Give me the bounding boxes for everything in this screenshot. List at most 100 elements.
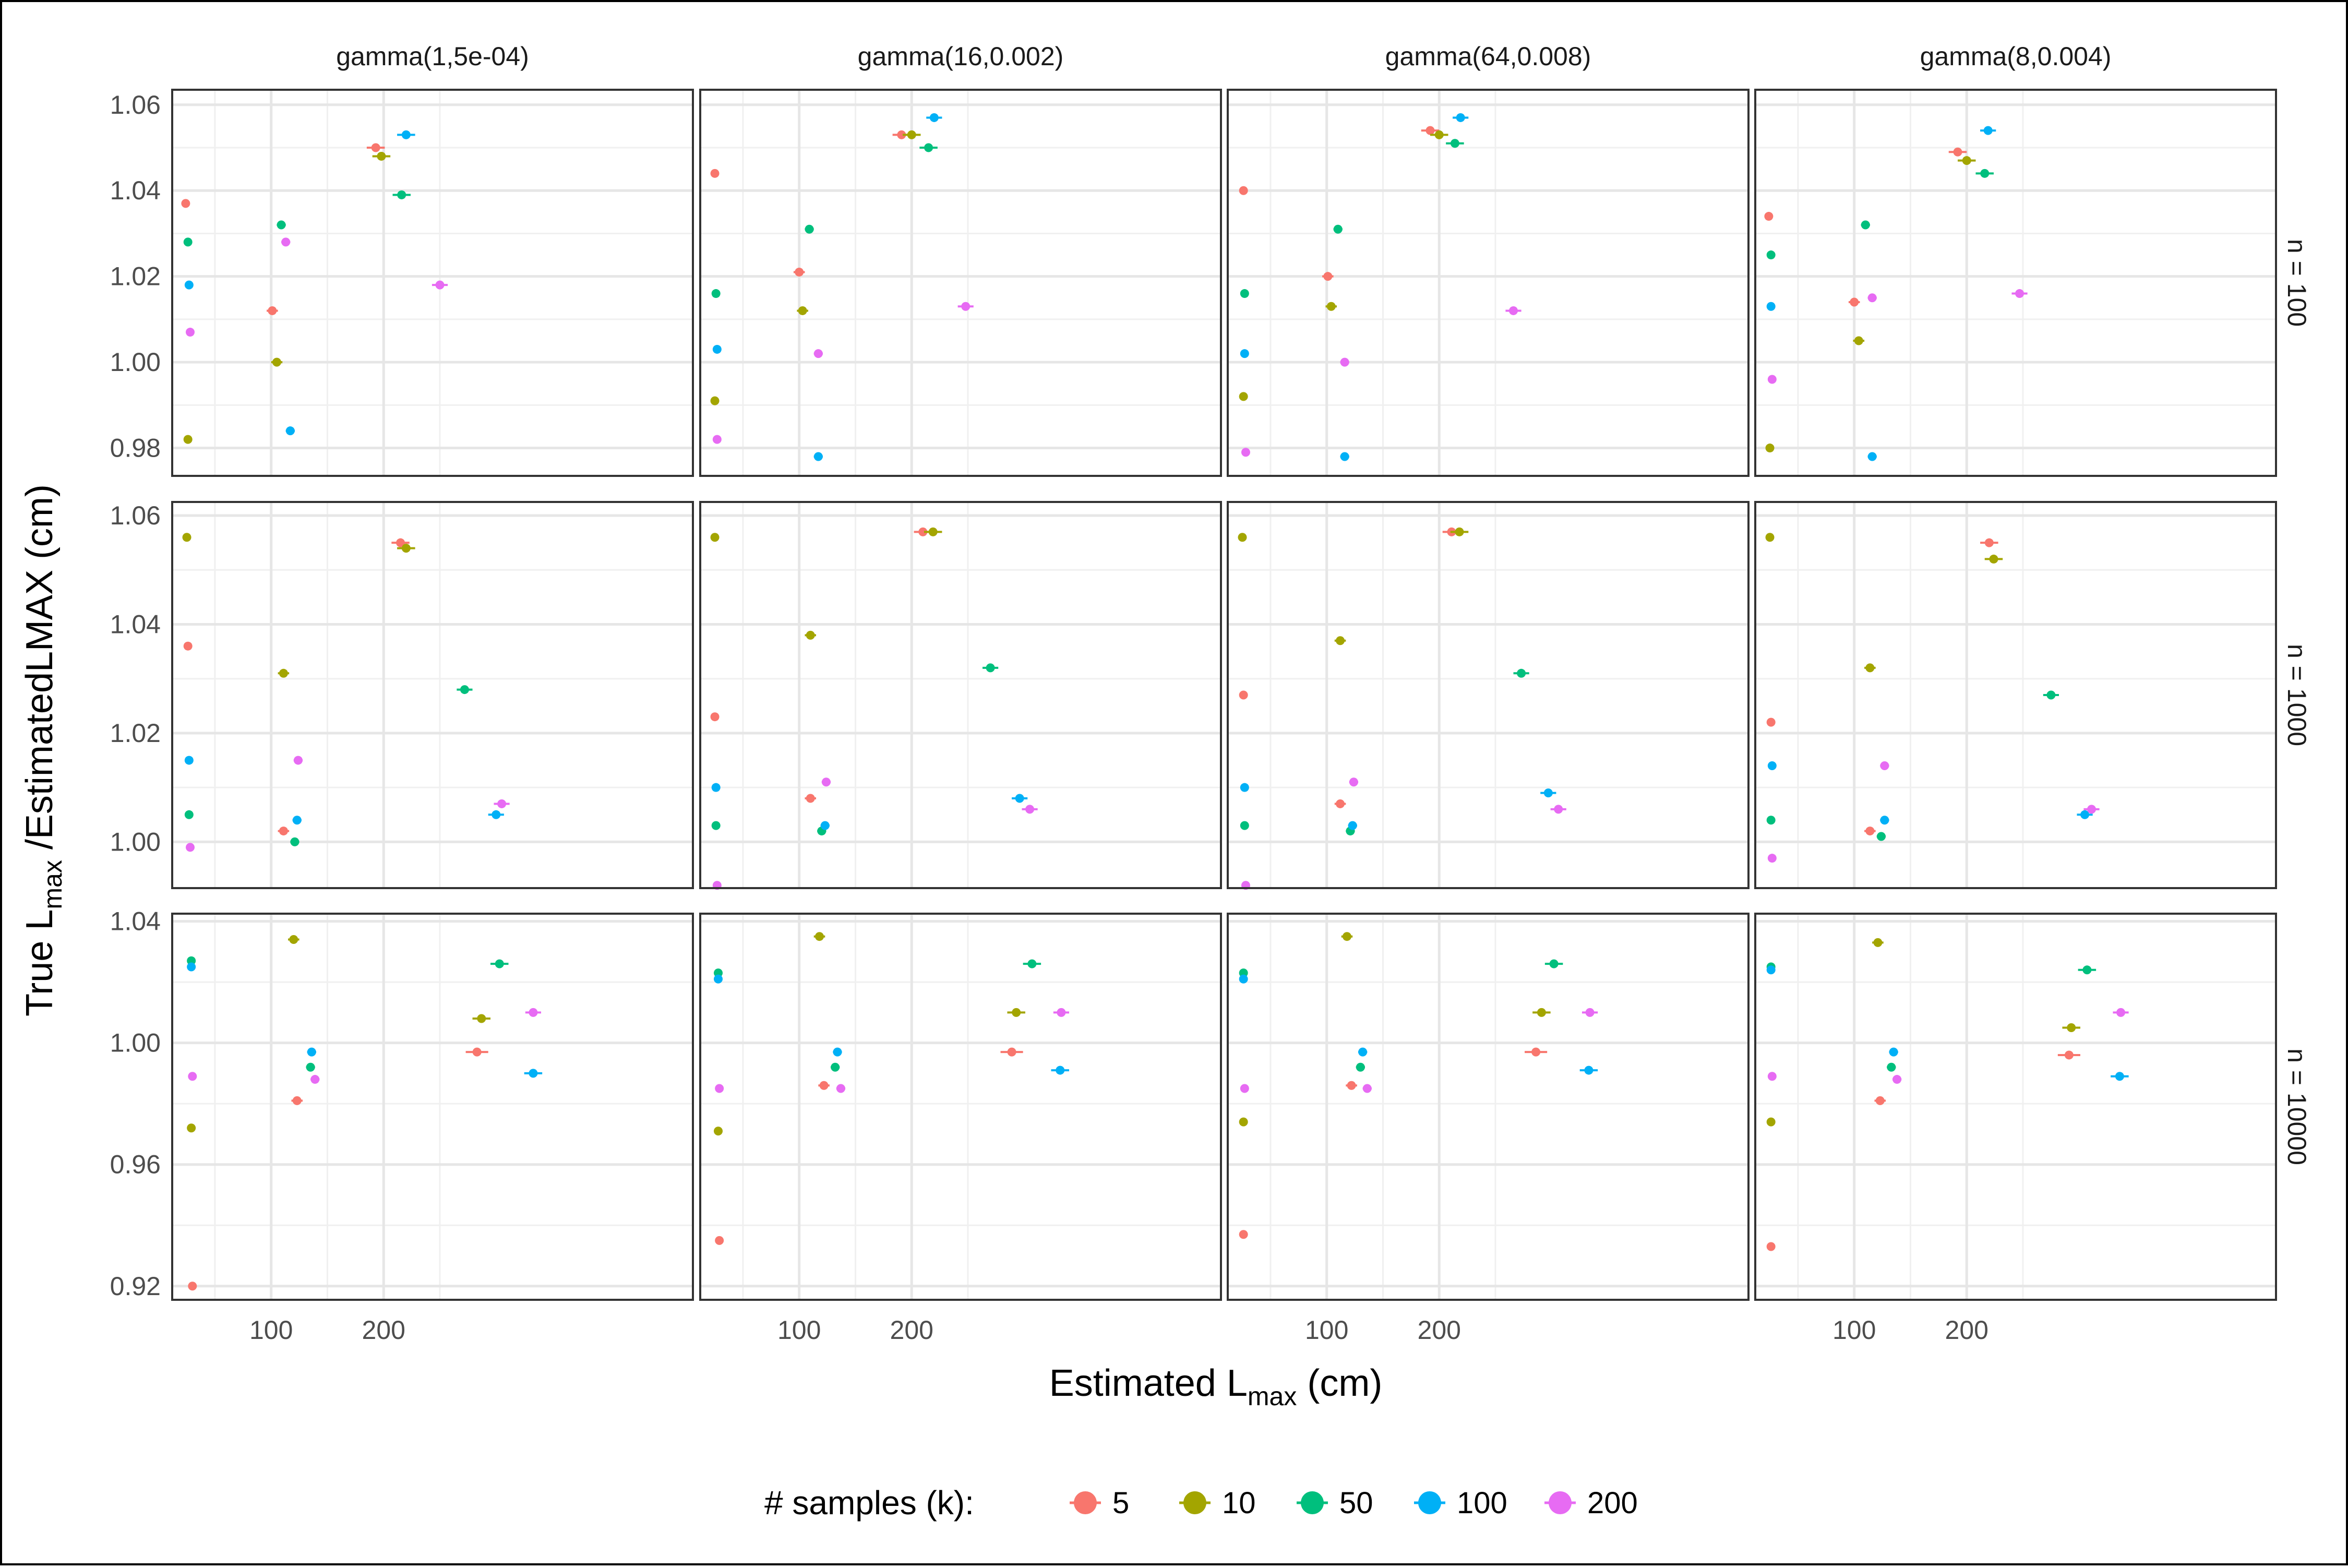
data-point <box>2080 810 2090 819</box>
data-point <box>710 533 720 542</box>
data-point <box>377 151 386 161</box>
data-point <box>188 1072 197 1081</box>
data-point <box>1240 289 1249 298</box>
strip-layer: gamma(1,5e-04) gamma(16,0.002) gamma(64,0.… <box>336 42 2311 1165</box>
data-point <box>1356 1062 1365 1072</box>
x-tick-label: 200 <box>362 1315 405 1345</box>
y-tick-label: 1.00 <box>110 827 161 856</box>
facet-panel <box>1754 913 2277 1301</box>
panel-border <box>1227 89 1750 477</box>
panel-border <box>1227 501 1750 889</box>
facet-panel <box>1754 501 2277 889</box>
data-point <box>2115 1072 2124 1081</box>
data-point <box>1767 761 1777 770</box>
data-point <box>1240 349 1249 358</box>
data-point <box>1880 761 1889 770</box>
data-point <box>1889 1047 1898 1057</box>
data-point <box>371 143 380 152</box>
data-point <box>1241 448 1250 457</box>
data-point <box>188 1282 197 1291</box>
data-point <box>831 1062 840 1072</box>
panel-background <box>1228 502 1748 888</box>
data-point <box>1450 139 1459 148</box>
data-point <box>1333 224 1343 234</box>
panel-border <box>1227 913 1750 1301</box>
data-point <box>1336 636 1345 645</box>
data-point <box>897 130 906 139</box>
data-point <box>1962 156 1971 165</box>
x-tick-label: 200 <box>890 1315 933 1345</box>
data-point <box>2046 690 2056 700</box>
data-point <box>712 344 722 354</box>
data-point <box>712 435 722 444</box>
legend-item-label: 50 <box>1339 1486 1373 1520</box>
data-point <box>1456 113 1465 122</box>
data-point <box>1887 1062 1896 1072</box>
data-point <box>713 1127 723 1136</box>
data-point <box>1549 959 1559 968</box>
legend-item-label: 100 <box>1457 1486 1507 1520</box>
panel-border <box>699 89 1222 477</box>
data-point <box>292 1096 302 1105</box>
data-point <box>401 544 411 553</box>
data-point <box>1766 1117 1776 1127</box>
data-point <box>1953 147 1962 157</box>
x-tick-label: 100 <box>249 1315 293 1345</box>
data-point <box>293 756 303 765</box>
panel-border <box>171 501 694 889</box>
panel-background <box>172 914 693 1300</box>
data-point <box>1980 169 1990 178</box>
data-point <box>1239 392 1248 401</box>
data-point <box>1766 816 1776 825</box>
data-point <box>1554 805 1563 814</box>
data-point <box>495 959 504 968</box>
data-point <box>1323 272 1333 281</box>
axis-layer: 100 200 100 200 100 200 100 200 0.98 1.00 1.02 1.04… <box>110 90 1988 1345</box>
data-point <box>1239 968 1248 978</box>
y-tick-label: 1.04 <box>110 176 161 205</box>
legend-key-dot <box>1418 1491 1441 1514</box>
data-point <box>821 777 831 787</box>
data-point <box>1434 130 1444 139</box>
data-point <box>710 169 720 178</box>
data-point <box>1767 375 1777 384</box>
data-point <box>2087 805 2096 814</box>
y-axis-title-pre: True L <box>19 909 61 1016</box>
data-point <box>1865 663 1875 673</box>
facet-panel <box>1754 89 2277 477</box>
data-point <box>1867 293 1877 303</box>
data-point <box>1012 1008 1021 1017</box>
data-point <box>279 668 288 678</box>
data-point <box>1238 533 1247 542</box>
data-point <box>1057 1008 1066 1017</box>
data-point <box>907 130 916 139</box>
data-point <box>492 810 501 819</box>
data-point <box>182 533 191 542</box>
data-point <box>1984 538 1994 547</box>
data-point <box>460 685 469 695</box>
facet-column-label: gamma(8,0.004) <box>1920 42 2112 71</box>
data-point <box>187 962 196 972</box>
data-point <box>1854 336 1863 345</box>
data-point <box>715 1084 724 1093</box>
panel-border <box>699 913 1222 1301</box>
data-point <box>396 538 405 547</box>
data-point <box>798 306 807 315</box>
panel-background <box>700 90 1221 476</box>
data-point <box>814 932 824 941</box>
facet-column-label: gamma(16,0.002) <box>858 42 1064 71</box>
data-point <box>813 452 823 461</box>
data-point <box>1766 250 1776 260</box>
facet-column-label: gamma(1,5e-04) <box>336 42 529 71</box>
data-point <box>1764 212 1774 221</box>
data-point <box>1025 805 1035 814</box>
data-point <box>184 810 194 819</box>
panel-background <box>700 502 1221 888</box>
data-point <box>1336 799 1345 808</box>
x-axis-title-sub: max <box>1248 1382 1297 1411</box>
data-point <box>813 349 823 358</box>
data-point <box>1348 821 1357 830</box>
data-point <box>710 396 720 405</box>
